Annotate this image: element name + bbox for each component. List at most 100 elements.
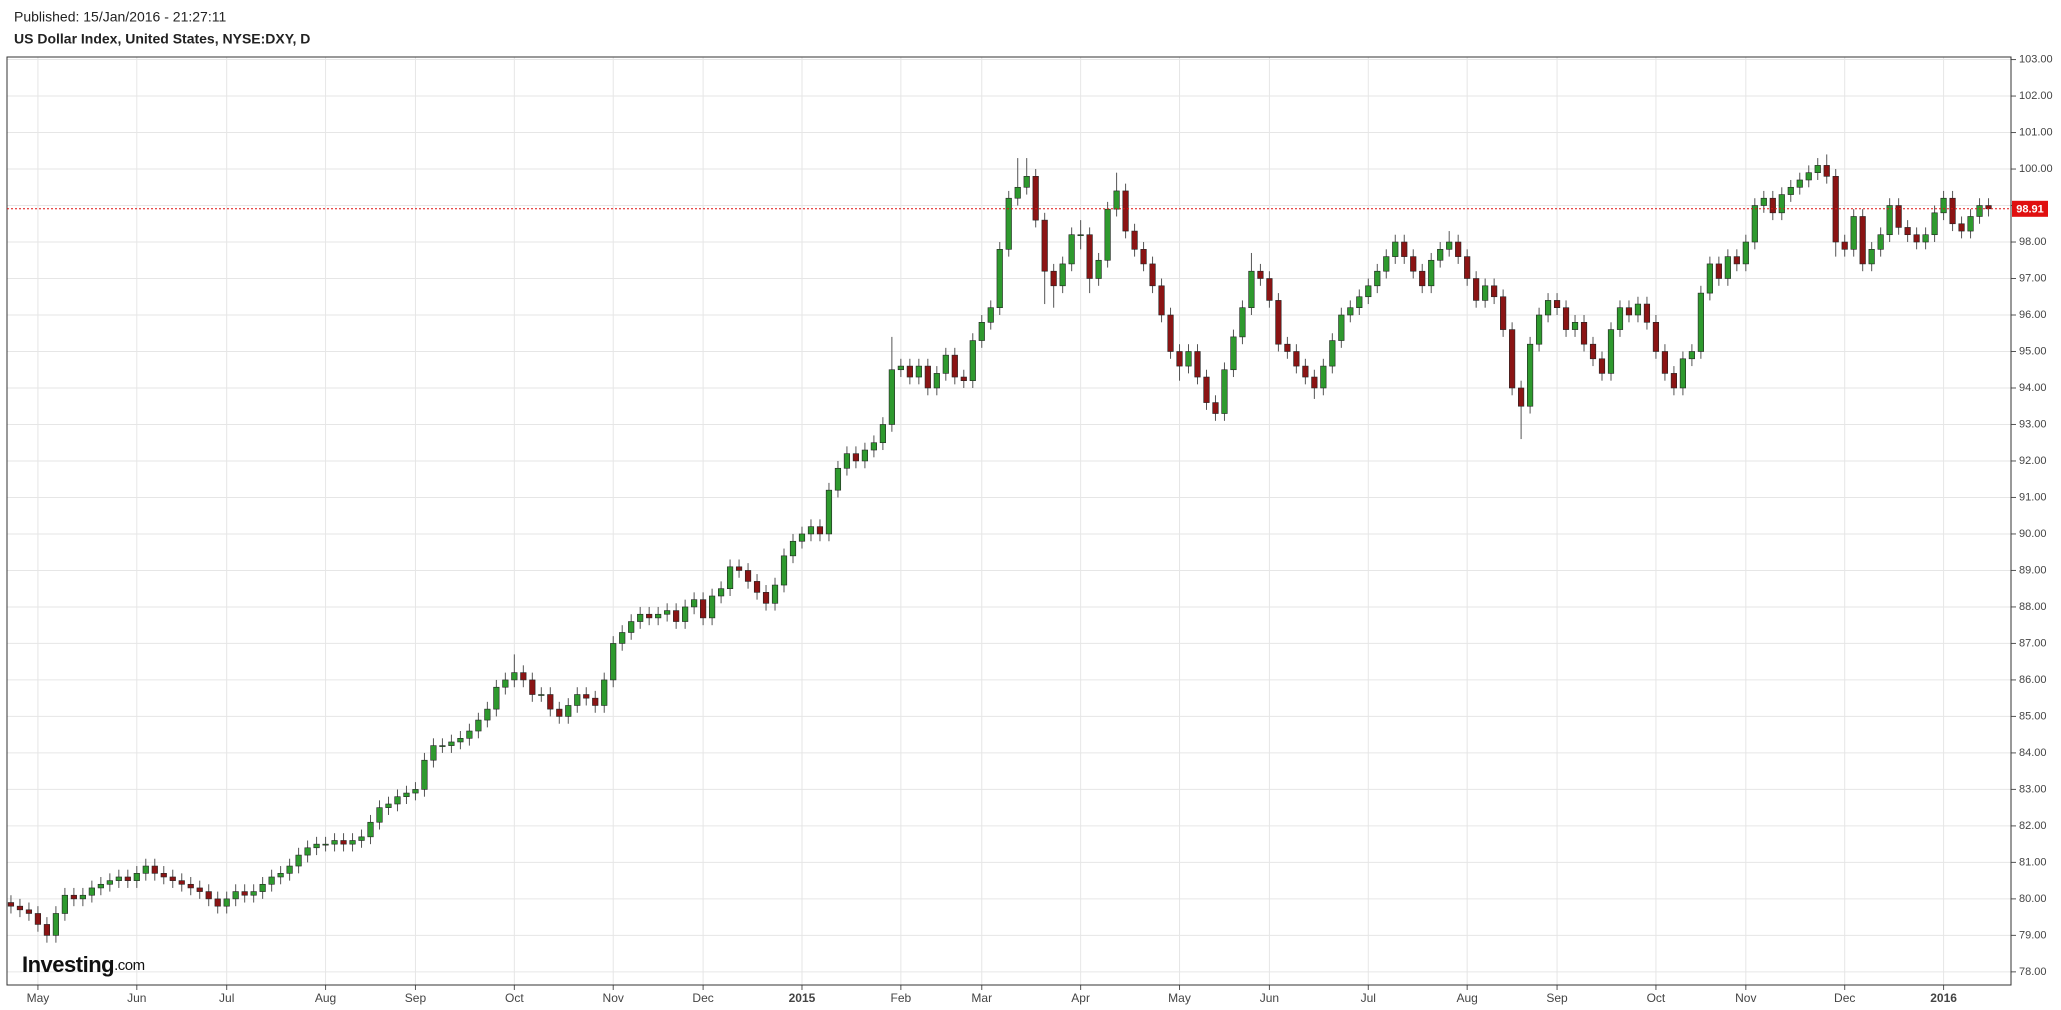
candle-body — [1589, 343, 1597, 360]
candle-body — [412, 789, 419, 794]
candle-body — [169, 876, 176, 881]
candle-body — [1401, 241, 1408, 257]
chart-title: US Dollar Index, United States, NYSE:DXY… — [14, 31, 310, 47]
candle-body — [1805, 172, 1812, 181]
candle-body — [744, 570, 752, 582]
candle-body — [1625, 307, 1633, 316]
candle-body — [232, 891, 239, 900]
published: Published: 15/Jan/2016 - 21:27:11 — [14, 9, 226, 25]
candle-body — [1670, 373, 1678, 389]
y-tick-label: 93.00 — [2019, 418, 2047, 430]
candle-body — [1266, 278, 1273, 301]
candle-body — [1922, 234, 1929, 243]
candle-body — [1185, 351, 1192, 367]
y-tick-label: 89.00 — [2019, 564, 2047, 576]
candle-body — [1212, 402, 1219, 414]
candle-body — [682, 606, 689, 622]
x-tick-label: 2016 — [1930, 991, 1957, 1005]
candle-body — [1077, 234, 1084, 237]
candle-body — [1571, 321, 1579, 330]
candle-body — [1428, 259, 1435, 287]
x-tick-label: Jul — [1361, 991, 1376, 1005]
candle-body — [1742, 241, 1749, 265]
candle-body — [1239, 307, 1246, 338]
candle-body — [771, 584, 779, 604]
candle-body — [1095, 259, 1102, 279]
candle-body — [1886, 205, 1893, 236]
candle-body — [79, 894, 86, 900]
candle-body — [1347, 307, 1354, 316]
candle-body — [1203, 376, 1210, 403]
candle-body — [1464, 256, 1471, 279]
candle-body — [250, 891, 257, 896]
candle-body — [430, 745, 437, 761]
x-tick-label: Nov — [1735, 991, 1756, 1005]
x-tick-label: Jul — [219, 991, 234, 1005]
candle-body — [1356, 296, 1363, 309]
x-tick-label: Sep — [1546, 991, 1568, 1005]
candle-body — [268, 876, 275, 885]
candle-body — [151, 865, 158, 874]
candle-body — [1850, 216, 1857, 250]
candle-body — [1760, 197, 1767, 206]
y-tick-label: 101.00 — [2019, 126, 2053, 138]
candle-body — [1329, 340, 1336, 367]
x-tick-label: Aug — [1456, 991, 1477, 1005]
candle-body — [1122, 190, 1129, 232]
x-tick-label: Aug — [315, 991, 336, 1005]
candle-body — [1616, 307, 1624, 330]
candle-body — [628, 621, 635, 633]
candle-body — [1023, 176, 1030, 188]
candle-body — [331, 840, 338, 845]
candle-body — [286, 865, 293, 874]
y-tick-label: 83.00 — [2019, 783, 2047, 795]
plot-frame — [6, 56, 2012, 986]
candle-body — [52, 913, 59, 936]
candle-body — [717, 588, 725, 597]
y-tick-label: 90.00 — [2019, 528, 2047, 540]
candle-body — [664, 610, 671, 615]
candle-body — [340, 840, 347, 845]
candle-body — [888, 369, 895, 425]
candle-body — [1544, 300, 1552, 316]
candle-body — [259, 883, 266, 892]
candle-body — [1904, 227, 1911, 236]
candle-body — [1823, 165, 1830, 177]
candle-body — [951, 354, 958, 378]
candle-body — [1338, 314, 1345, 341]
candle-body — [538, 694, 545, 696]
candle-body — [825, 489, 833, 535]
candle-body — [762, 592, 770, 604]
candle-body — [807, 526, 815, 535]
candle-body — [655, 613, 662, 619]
y-tick-label: 95.00 — [2019, 345, 2047, 357]
candle-body — [1392, 241, 1399, 257]
candle-body — [1032, 176, 1039, 221]
y-tick-label: 100.00 — [2019, 163, 2053, 175]
y-tick-label: 87.00 — [2019, 637, 2047, 649]
candle-body — [322, 843, 329, 846]
candle-body — [574, 694, 581, 706]
candle-body — [789, 540, 797, 557]
candle-body — [1580, 321, 1588, 345]
candle-body — [1419, 270, 1426, 287]
candle-body — [852, 453, 860, 462]
candle-body — [565, 705, 572, 717]
candle-body — [106, 880, 113, 885]
candle-body — [493, 686, 500, 710]
candle-body — [556, 708, 563, 717]
y-tick-label: 98.00 — [2019, 236, 2047, 248]
y-tick-label: 102.00 — [2019, 90, 2053, 102]
candle-body — [1167, 314, 1174, 352]
x-tick-label: Oct — [1647, 991, 1666, 1005]
candle-body — [646, 613, 653, 619]
candle-body — [1976, 205, 1983, 217]
x-tick-label: Apr — [1071, 991, 1090, 1005]
candle-body — [592, 697, 599, 706]
candle-body — [34, 913, 42, 925]
candle-body — [1176, 351, 1183, 367]
candle-body — [502, 679, 509, 688]
candle-body — [870, 442, 877, 451]
candle-body — [798, 533, 806, 542]
